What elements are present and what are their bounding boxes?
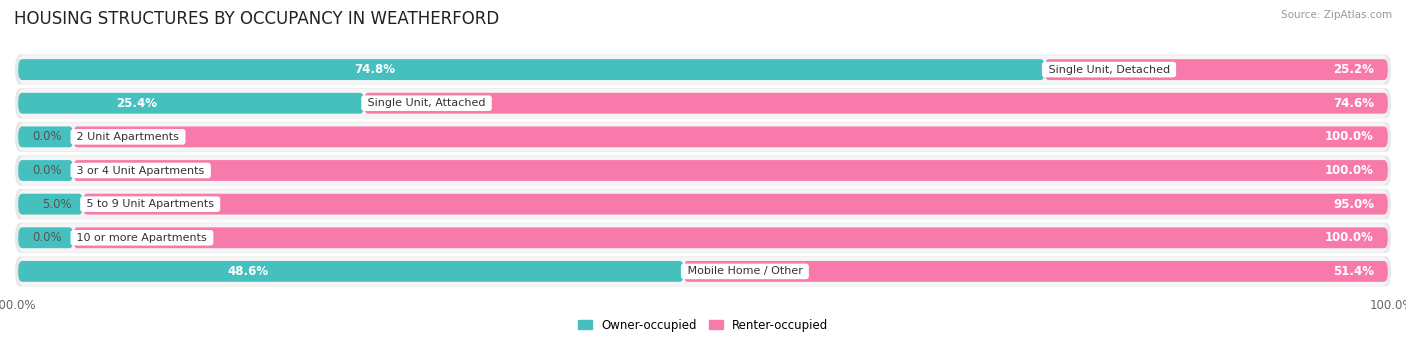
FancyBboxPatch shape xyxy=(18,227,73,248)
Text: 25.2%: 25.2% xyxy=(1333,63,1374,76)
FancyBboxPatch shape xyxy=(18,257,1388,286)
FancyBboxPatch shape xyxy=(73,227,1388,248)
FancyBboxPatch shape xyxy=(1045,59,1388,80)
FancyBboxPatch shape xyxy=(73,127,1388,147)
FancyBboxPatch shape xyxy=(18,122,1388,151)
Legend: Owner-occupied, Renter-occupied: Owner-occupied, Renter-occupied xyxy=(578,318,828,331)
Text: 100.0%: 100.0% xyxy=(1324,130,1374,143)
FancyBboxPatch shape xyxy=(14,222,1392,254)
Text: 95.0%: 95.0% xyxy=(1333,198,1374,211)
Text: Source: ZipAtlas.com: Source: ZipAtlas.com xyxy=(1281,10,1392,20)
FancyBboxPatch shape xyxy=(14,87,1392,119)
Text: Single Unit, Detached: Single Unit, Detached xyxy=(1045,64,1174,75)
FancyBboxPatch shape xyxy=(18,55,1388,84)
FancyBboxPatch shape xyxy=(364,93,1388,114)
FancyBboxPatch shape xyxy=(14,255,1392,287)
Text: 0.0%: 0.0% xyxy=(32,231,62,244)
Text: 25.4%: 25.4% xyxy=(117,97,157,110)
FancyBboxPatch shape xyxy=(18,156,1388,185)
Text: 3 or 4 Unit Apartments: 3 or 4 Unit Apartments xyxy=(73,165,208,176)
FancyBboxPatch shape xyxy=(18,160,73,181)
FancyBboxPatch shape xyxy=(18,261,683,282)
FancyBboxPatch shape xyxy=(83,194,1388,214)
Text: 74.8%: 74.8% xyxy=(354,63,395,76)
FancyBboxPatch shape xyxy=(18,194,83,214)
Text: Mobile Home / Other: Mobile Home / Other xyxy=(683,266,806,277)
Text: 0.0%: 0.0% xyxy=(32,164,62,177)
Text: Single Unit, Attached: Single Unit, Attached xyxy=(364,98,489,108)
FancyBboxPatch shape xyxy=(14,188,1392,220)
FancyBboxPatch shape xyxy=(18,190,1388,219)
FancyBboxPatch shape xyxy=(14,121,1392,153)
FancyBboxPatch shape xyxy=(73,160,1388,181)
FancyBboxPatch shape xyxy=(14,54,1392,86)
FancyBboxPatch shape xyxy=(18,223,1388,252)
Text: 5 to 9 Unit Apartments: 5 to 9 Unit Apartments xyxy=(83,199,218,209)
Text: HOUSING STRUCTURES BY OCCUPANCY IN WEATHERFORD: HOUSING STRUCTURES BY OCCUPANCY IN WEATH… xyxy=(14,10,499,28)
FancyBboxPatch shape xyxy=(18,93,364,114)
FancyBboxPatch shape xyxy=(18,127,73,147)
FancyBboxPatch shape xyxy=(683,261,1388,282)
Text: 48.6%: 48.6% xyxy=(228,265,269,278)
Text: 0.0%: 0.0% xyxy=(32,130,62,143)
Text: 5.0%: 5.0% xyxy=(42,198,72,211)
FancyBboxPatch shape xyxy=(18,59,1045,80)
Text: 51.4%: 51.4% xyxy=(1333,265,1374,278)
Text: 100.0%: 100.0% xyxy=(1324,231,1374,244)
Text: 2 Unit Apartments: 2 Unit Apartments xyxy=(73,132,183,142)
Text: 10 or more Apartments: 10 or more Apartments xyxy=(73,233,211,243)
Text: 100.0%: 100.0% xyxy=(1324,164,1374,177)
FancyBboxPatch shape xyxy=(18,89,1388,118)
FancyBboxPatch shape xyxy=(14,154,1392,187)
Text: 74.6%: 74.6% xyxy=(1333,97,1374,110)
